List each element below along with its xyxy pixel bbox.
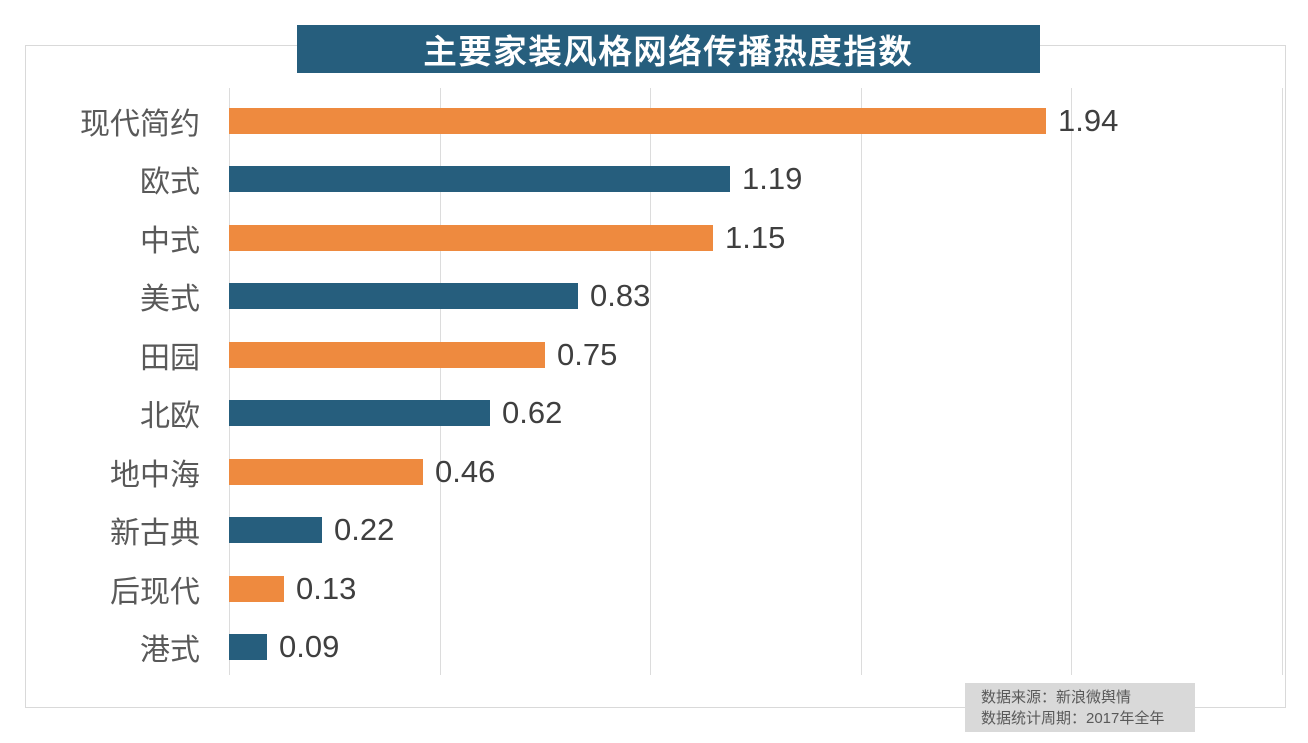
bar <box>229 108 1046 134</box>
category-label: 地中海 <box>110 459 200 492</box>
bar-row: 北欧 0.62 <box>0 395 1308 433</box>
source-box: 数据来源：新浪微舆情 数据统计周期：2017年全年 <box>965 683 1195 732</box>
gridline <box>1282 88 1283 675</box>
value-label: 0.13 <box>296 571 357 606</box>
value-label: 1.19 <box>742 161 803 196</box>
bar-row: 中式 1.15 <box>0 220 1308 258</box>
bar-row: 后现代 0.13 <box>0 571 1308 609</box>
bar <box>229 225 713 251</box>
bar-row: 美式 0.83 <box>0 278 1308 316</box>
category-label: 现代简约 <box>80 108 200 141</box>
bar <box>229 634 267 660</box>
chart-title: 主要家装风格网络传播热度指数 <box>423 33 914 70</box>
bar-row: 田园 0.75 <box>0 337 1308 375</box>
value-label: 0.75 <box>557 337 618 372</box>
bar <box>229 517 322 543</box>
bar <box>229 459 423 485</box>
bar <box>229 342 545 368</box>
value-label: 0.62 <box>502 395 563 430</box>
value-label: 0.46 <box>435 454 496 489</box>
chart-frame-border <box>25 45 1286 708</box>
bar-row: 地中海 0.46 <box>0 454 1308 492</box>
gridline <box>440 88 441 675</box>
chart-title-banner: 主要家装风格网络传播热度指数 <box>297 25 1040 73</box>
source-line-1: 数据来源：新浪微舆情 <box>981 689 1132 706</box>
category-label: 北欧 <box>140 400 200 433</box>
bar <box>229 283 578 309</box>
value-label: 1.94 <box>1058 103 1119 138</box>
value-label: 0.83 <box>590 278 651 313</box>
bar-row: 现代简约 1.94 <box>0 103 1308 141</box>
category-label: 中式 <box>140 225 200 258</box>
source-line-2: 数据统计周期：2017年全年 <box>981 710 1165 727</box>
category-label: 港式 <box>140 634 200 667</box>
value-label: 0.09 <box>279 629 340 664</box>
bar-row: 欧式 1.19 <box>0 161 1308 199</box>
category-label: 新古典 <box>110 517 200 550</box>
gridline <box>1071 88 1072 675</box>
category-label: 后现代 <box>110 576 200 609</box>
category-label: 欧式 <box>140 166 200 199</box>
bar <box>229 400 490 426</box>
category-label: 田园 <box>140 342 200 375</box>
bar-row: 新古典 0.22 <box>0 512 1308 550</box>
bar <box>229 576 284 602</box>
gridline <box>650 88 651 675</box>
value-label: 0.22 <box>334 512 395 547</box>
value-label: 1.15 <box>725 220 786 255</box>
category-label: 美式 <box>140 283 200 316</box>
bar <box>229 166 730 192</box>
bar-row: 港式 0.09 <box>0 629 1308 667</box>
gridline <box>229 88 230 675</box>
gridline <box>861 88 862 675</box>
